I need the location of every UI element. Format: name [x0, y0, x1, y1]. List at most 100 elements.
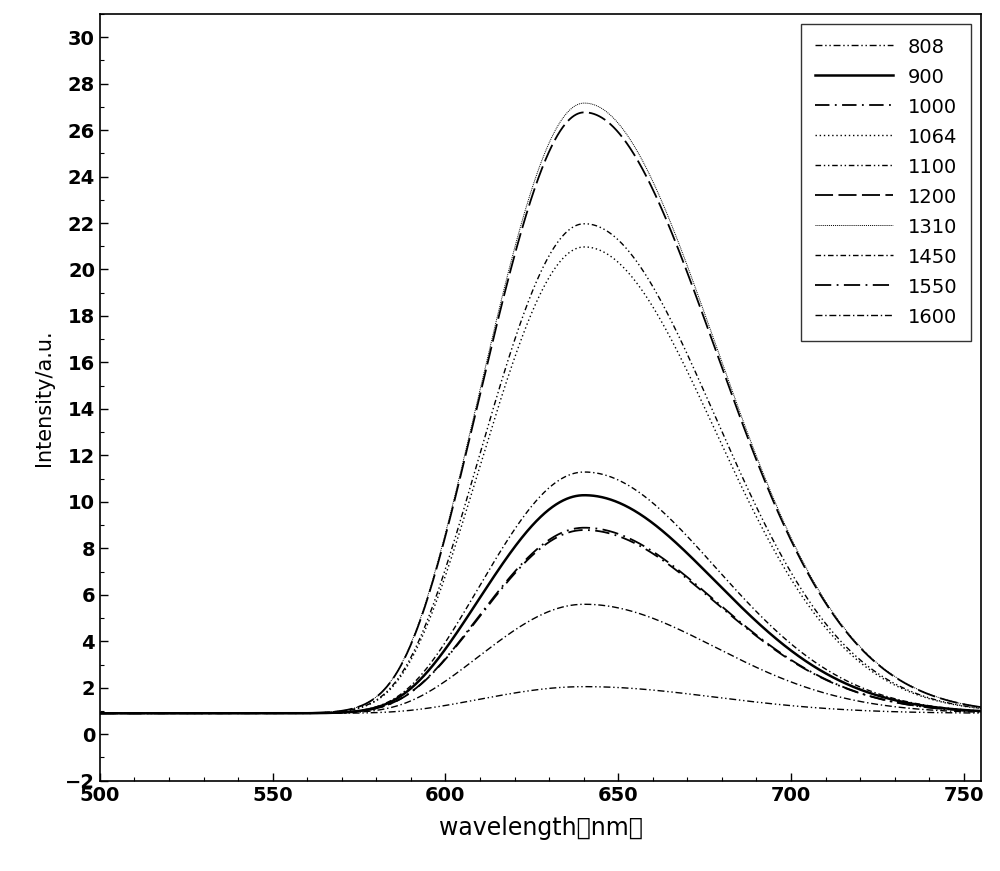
1200: [788, 542, 800, 552]
1600: [950, 706, 962, 717]
1100: [139, 708, 151, 719]
1200: [950, 698, 962, 708]
900: [975, 706, 987, 716]
1310: [94, 708, 106, 719]
Line: 1100: 1100: [100, 224, 981, 713]
Line: 1200: 1200: [100, 112, 981, 713]
X-axis label: wavelength（nm）: wavelength（nm）: [439, 815, 642, 840]
1200: [94, 708, 106, 719]
808: [499, 689, 511, 699]
1064: [949, 699, 961, 710]
1550: [949, 705, 961, 715]
Line: 900: 900: [100, 496, 981, 713]
808: [788, 700, 800, 711]
1450: [94, 708, 106, 719]
1064: [94, 708, 106, 719]
1200: [949, 697, 961, 707]
Legend: 808, 900, 1000, 1064, 1100, 1200, 1310, 1450, 1550, 1600: 808, 900, 1000, 1064, 1100, 1200, 1310, …: [801, 24, 971, 341]
808: [950, 707, 962, 718]
1550: [522, 552, 534, 563]
1000: [522, 554, 534, 564]
1064: [788, 579, 800, 590]
1100: [788, 572, 800, 583]
1310: [949, 697, 961, 707]
Line: 1000: 1000: [100, 530, 981, 713]
1000: [950, 705, 962, 715]
1600: [94, 708, 106, 719]
1200: [579, 107, 591, 118]
Y-axis label: Intensity/a.u.: Intensity/a.u.: [34, 329, 54, 466]
1550: [788, 657, 800, 667]
900: [950, 704, 962, 714]
1100: [522, 296, 534, 307]
Line: 1600: 1600: [100, 604, 981, 713]
Line: 1310: 1310: [100, 103, 981, 713]
Line: 808: 808: [100, 686, 981, 713]
1450: [950, 704, 962, 714]
1100: [975, 703, 987, 713]
900: [949, 704, 961, 714]
1100: [950, 699, 962, 710]
808: [522, 685, 534, 696]
1600: [975, 707, 987, 718]
1600: [499, 631, 511, 642]
1450: [139, 708, 151, 719]
900: [139, 708, 151, 719]
900: [788, 648, 800, 658]
1550: [579, 523, 591, 533]
1550: [499, 578, 511, 589]
1450: [579, 467, 591, 477]
1000: [949, 705, 961, 715]
900: [579, 490, 591, 501]
1310: [139, 708, 151, 719]
808: [975, 708, 987, 719]
1600: [139, 708, 151, 719]
1310: [499, 280, 511, 291]
1100: [499, 365, 511, 375]
1200: [499, 287, 511, 297]
1550: [950, 705, 962, 715]
808: [949, 707, 961, 718]
1600: [579, 599, 591, 610]
1310: [950, 697, 962, 707]
1600: [788, 678, 800, 688]
808: [139, 708, 151, 719]
1064: [579, 242, 591, 253]
1450: [522, 505, 534, 516]
1064: [522, 316, 534, 327]
1550: [975, 706, 987, 717]
1064: [975, 703, 987, 713]
1000: [499, 579, 511, 590]
1310: [522, 195, 534, 206]
Line: 1550: 1550: [100, 528, 981, 713]
1310: [975, 702, 987, 712]
1100: [949, 699, 961, 710]
1550: [94, 708, 106, 719]
1310: [579, 98, 591, 108]
1450: [499, 539, 511, 550]
1064: [950, 699, 962, 710]
1000: [975, 706, 987, 717]
808: [94, 708, 106, 719]
1200: [975, 702, 987, 712]
1600: [522, 617, 534, 627]
1064: [139, 708, 151, 719]
1600: [949, 706, 961, 717]
1450: [975, 706, 987, 716]
1064: [499, 381, 511, 391]
1200: [139, 708, 151, 719]
1000: [139, 708, 151, 719]
1450: [949, 704, 961, 714]
1000: [94, 708, 106, 719]
1200: [522, 203, 534, 213]
900: [94, 708, 106, 719]
1450: [788, 641, 800, 652]
Line: 1450: 1450: [100, 472, 981, 713]
1000: [788, 658, 800, 668]
900: [522, 524, 534, 535]
1100: [579, 219, 591, 229]
1550: [139, 708, 151, 719]
1000: [579, 525, 591, 536]
808: [579, 681, 591, 692]
Line: 1064: 1064: [100, 247, 981, 713]
